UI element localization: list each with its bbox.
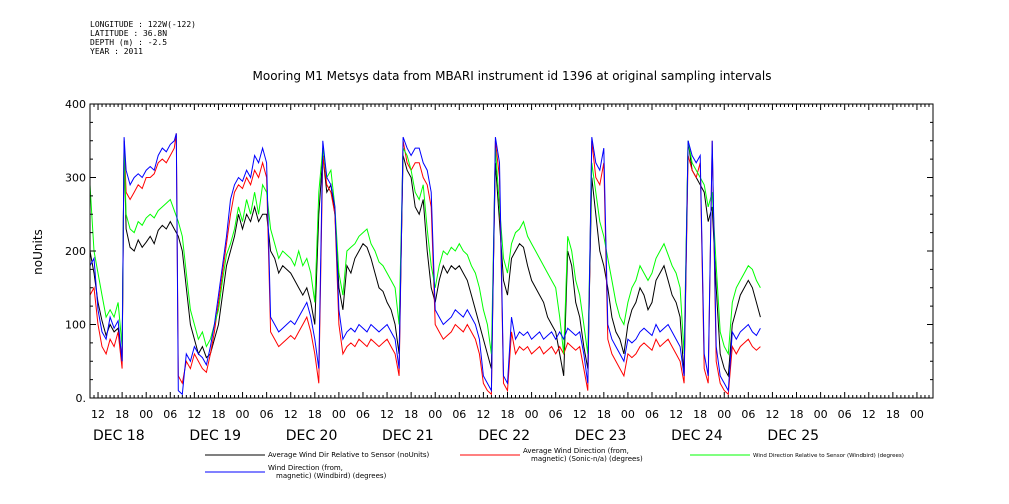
x-tick-label: 06: [549, 408, 563, 421]
x-date-label: DEC 18: [93, 428, 145, 444]
series-line-3: [90, 140, 761, 356]
y-tick-label: 200: [65, 245, 86, 258]
x-tick-label: 18: [693, 408, 707, 421]
x-tick-label: 06: [356, 408, 370, 421]
legend-label-4: magnetic) (Windbird) (degrees): [276, 472, 387, 480]
y-tick-label: 0.: [76, 392, 87, 405]
x-tick-label: 18: [886, 408, 900, 421]
plot-area: [90, 133, 761, 396]
x-tick-label: 00: [717, 408, 731, 421]
x-tick-label: 06: [741, 408, 755, 421]
x-tick-label: 12: [187, 408, 201, 421]
x-tick-label: 12: [765, 408, 779, 421]
x-tick-label: 12: [476, 408, 490, 421]
plot-frame: [89, 103, 934, 399]
x-date-label: DEC 22: [478, 428, 530, 444]
legend-label-2: Average Wind Direction (from,: [523, 447, 629, 455]
x-tick-label: 18: [404, 408, 418, 421]
x-tick-label: 12: [669, 408, 683, 421]
x-date-label: DEC 21: [382, 428, 434, 444]
legend-label-3: Wind Direction Relative to Sensor (Windb…: [753, 453, 904, 459]
legend: Average Wind Dir Relative to Sensor (noU…: [205, 447, 904, 480]
x-tick-label: 06: [838, 408, 852, 421]
x-date-label: DEC 19: [189, 428, 241, 444]
x-tick-label: 06: [645, 408, 659, 421]
series-line-4: [90, 133, 761, 396]
x-tick-label: 12: [862, 408, 876, 421]
series-line-2: [90, 133, 761, 396]
x-tick-label: 18: [211, 408, 225, 421]
x-tick-label: 00: [621, 408, 635, 421]
x-tick-label: 18: [308, 408, 322, 421]
y-tick-label: 400: [65, 98, 86, 111]
x-date-label: DEC 20: [286, 428, 338, 444]
x-tick-label: 00: [236, 408, 250, 421]
metadata-block: LONGITUDE : 122W(-122) LATITUDE : 36.8N …: [90, 20, 196, 56]
y-tick-label: 300: [65, 172, 86, 185]
meta-year: YEAR : 2011: [90, 47, 143, 56]
x-tick-label: 18: [500, 408, 514, 421]
series-line-1: [90, 140, 761, 378]
x-tick-label: 06: [452, 408, 466, 421]
x-date-label: DEC 25: [767, 428, 819, 444]
x-tick-label: 12: [91, 408, 105, 421]
x-tick-label: 18: [597, 408, 611, 421]
legend-label-1: Average Wind Dir Relative to Sensor (noU…: [268, 451, 429, 459]
x-date-label: DEC 23: [575, 428, 627, 444]
meta-longitude: LONGITUDE : 122W(-122): [90, 20, 196, 29]
x-tick-label: 00: [139, 408, 153, 421]
chart-title: Mooring M1 Metsys data from MBARI instru…: [253, 69, 772, 83]
y-tick-label: 100: [65, 319, 86, 332]
x-date-label: DEC 24: [671, 428, 723, 444]
meta-latitude: LATITUDE : 36.8N: [90, 29, 168, 38]
legend-label-2: magnetic) (Sonic-n/a) (degrees): [531, 455, 643, 463]
x-tick-label: 00: [428, 408, 442, 421]
x-tick-label: 00: [814, 408, 828, 421]
x-tick-label: 12: [573, 408, 587, 421]
x-tick-label: 06: [260, 408, 274, 421]
x-tick-label: 00: [910, 408, 924, 421]
x-tick-label: 00: [332, 408, 346, 421]
x-tick-label: 00: [525, 408, 539, 421]
x-tick-label: 12: [380, 408, 394, 421]
axes: 0. 100 200 300 400 12 18 00 06 12 18 00 06 12 18 00 06 12…: [65, 98, 934, 444]
x-tick-label: 18: [790, 408, 804, 421]
x-tick-label: 18: [115, 408, 129, 421]
x-tick-label: 12: [284, 408, 298, 421]
y-axis-label: noUnits: [31, 229, 45, 275]
legend-label-4: Wind Direction (from,: [268, 464, 343, 472]
meta-depth: DEPTH (m) : -2.5: [90, 38, 168, 47]
x-tick-label: 06: [163, 408, 177, 421]
